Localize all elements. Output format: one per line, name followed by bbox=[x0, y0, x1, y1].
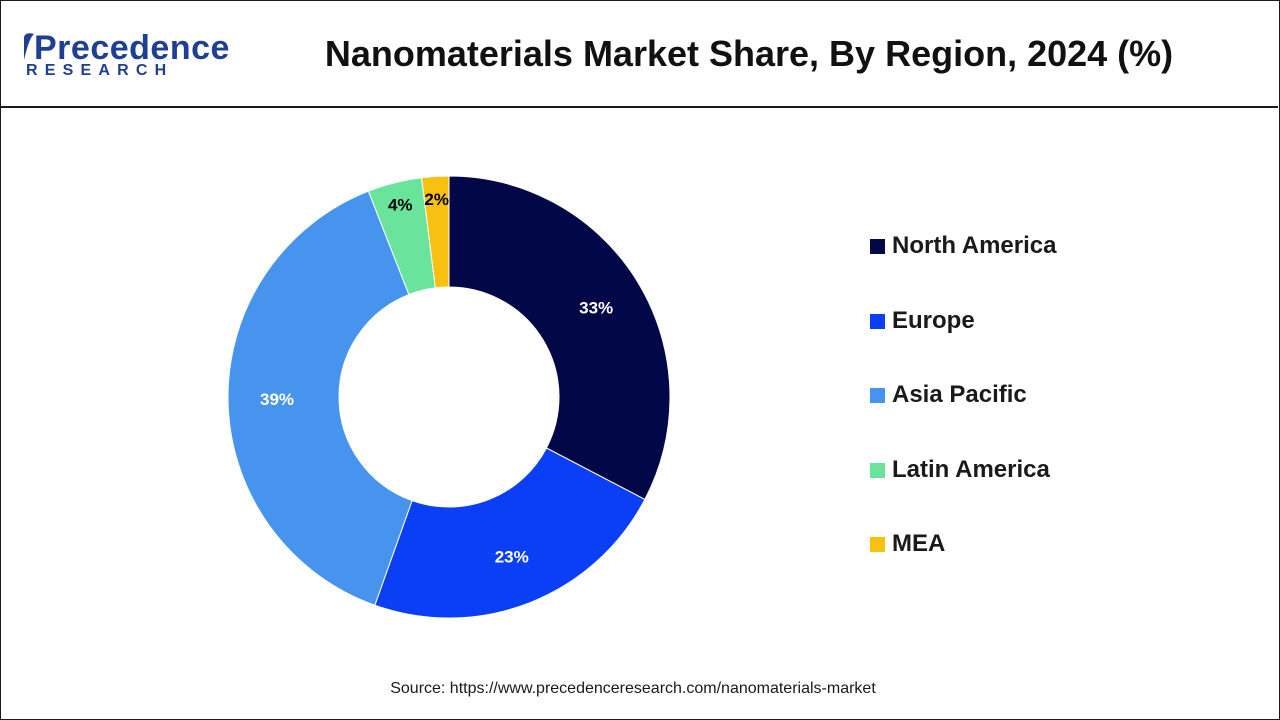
source-note: Source: https://www.precedenceresearch.c… bbox=[390, 680, 876, 697]
slice-label-latin-america: 4% bbox=[388, 196, 413, 215]
legend: North America Europe Asia Pacific Latin Ame… bbox=[868, 228, 1248, 601]
legend-label: Asia Pacific bbox=[892, 381, 1027, 408]
donut-chart: 33% 23% 39% 4% 2% bbox=[227, 175, 671, 619]
legend-item-north-america: North America bbox=[868, 228, 1248, 264]
legend-swatch bbox=[870, 239, 885, 254]
legend-label: Latin America bbox=[892, 455, 1050, 483]
legend-swatch bbox=[870, 462, 885, 478]
legend-label: MEA bbox=[892, 530, 946, 557]
leaf-icon bbox=[24, 33, 34, 60]
donut-slices bbox=[227, 175, 671, 619]
slice-label-mea: 2% bbox=[424, 190, 449, 209]
donut-slice-labels: 33% 23% 39% 4% 2% bbox=[260, 190, 613, 567]
legend-swatch bbox=[870, 313, 885, 329]
slice-label-europe: 23% bbox=[495, 548, 529, 567]
slice-europe bbox=[374, 447, 646, 619]
legend-swatch bbox=[870, 537, 885, 552]
brand-subtitle: RESEARCH bbox=[26, 62, 174, 79]
brand-name: Precedence bbox=[34, 29, 230, 67]
legend-item-latin-america: Latin America bbox=[868, 452, 1248, 488]
slice-asia-pacific bbox=[227, 190, 413, 606]
slice-label-asia-pacific: 39% bbox=[260, 390, 294, 409]
legend-label: Europe bbox=[892, 306, 975, 334]
legend-item-europe: Europe bbox=[868, 303, 1248, 339]
header: Precedence RESEARCH Nanomaterials Market… bbox=[0, 0, 1278, 108]
legend-label: North America bbox=[892, 232, 1057, 259]
slice-label-north-america: 33% bbox=[579, 298, 613, 317]
brand-logo: Precedence RESEARCH bbox=[22, 28, 229, 84]
slice-north-america bbox=[448, 175, 671, 501]
legend-item-mea: MEA bbox=[868, 526, 1248, 562]
legend-item-asia-pacific: Asia Pacific bbox=[868, 377, 1248, 413]
chart-title: Nanomaterials Market Share, By Region, 2… bbox=[324, 33, 1174, 74]
slice-mea bbox=[421, 175, 450, 289]
legend-swatch bbox=[870, 388, 885, 403]
